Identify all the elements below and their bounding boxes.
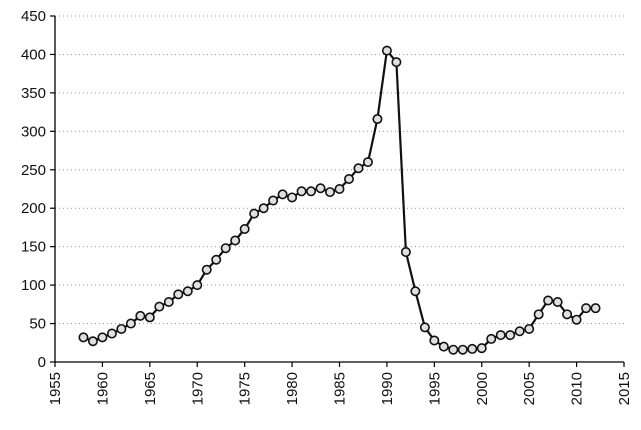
data-point (116, 323, 127, 334)
data-point (476, 343, 487, 354)
data-point (362, 157, 373, 168)
data-point (419, 322, 430, 333)
data-point (590, 303, 601, 314)
ticks: 0 50 100 150 200 250 300 350 400 450 1955 1960 1965 1… (21, 8, 633, 405)
data-point (230, 235, 241, 246)
data-point (486, 333, 497, 344)
y-tick-label: 200 (21, 200, 46, 217)
data-point (410, 286, 421, 297)
x-tick-label: 1975 (237, 372, 254, 405)
data-point (220, 243, 231, 254)
data-point (429, 335, 440, 346)
data-point (562, 309, 573, 320)
x-tick-label: 1960 (94, 372, 111, 405)
x-tick-label: 1995 (426, 372, 443, 405)
data-point (457, 344, 468, 355)
y-tick-label: 250 (21, 162, 46, 179)
data-point (400, 247, 411, 258)
data-point (334, 184, 345, 195)
data-point (211, 254, 222, 265)
data-point (78, 332, 89, 343)
data-point (296, 186, 307, 197)
data-point (438, 341, 449, 352)
x-tick-label: 1990 (379, 372, 396, 405)
x-tick-label: 2015 (616, 372, 633, 405)
data-point (135, 310, 146, 321)
data-point (581, 303, 592, 314)
data-point (571, 314, 582, 325)
data-point (543, 295, 554, 306)
y-tick-label: 450 (21, 8, 46, 25)
data-point (97, 332, 108, 343)
data-point (87, 336, 98, 347)
data-point (258, 203, 269, 214)
data-point (391, 57, 402, 68)
data-point (353, 163, 364, 174)
data-point (277, 189, 288, 200)
data-point (306, 186, 317, 197)
x-tick-label: 2005 (521, 372, 538, 405)
data-point (163, 297, 174, 308)
data-point (343, 174, 354, 185)
data-point (505, 330, 516, 341)
data-point (182, 286, 193, 297)
data-point (154, 301, 165, 312)
data-point (249, 208, 260, 219)
x-tick-label: 2010 (569, 372, 586, 405)
x-tick-label: 1965 (142, 372, 159, 405)
grid (55, 15, 624, 325)
data-point (325, 187, 336, 198)
x-tick-label: 1955 (47, 372, 64, 405)
data-point (144, 312, 155, 323)
y-tick-label: 100 (21, 277, 46, 294)
y-tick-label: 0 (38, 354, 46, 371)
data-point (372, 114, 383, 125)
data-point (106, 328, 117, 339)
x-tick-label: 1970 (189, 372, 206, 405)
data-point (467, 343, 478, 354)
data-point (173, 289, 184, 300)
data-point (201, 264, 212, 275)
x-tick-label: 1980 (284, 372, 301, 405)
data-point (125, 318, 136, 329)
y-tick-label: 150 (21, 239, 46, 256)
y-tick-label: 50 (29, 316, 46, 333)
data-point (381, 45, 392, 56)
data-point (192, 280, 203, 291)
x-tick-label: 2000 (474, 372, 491, 405)
data-point (514, 326, 525, 337)
series (78, 45, 601, 355)
data-point (495, 330, 506, 341)
y-tick-label: 350 (21, 85, 46, 102)
data-point (524, 323, 535, 334)
data-point (552, 297, 563, 308)
y-tick-label: 300 (21, 123, 46, 140)
y-tick-label: 400 (21, 46, 46, 63)
data-point (533, 309, 544, 320)
data-point (315, 183, 326, 194)
data-point (448, 344, 459, 355)
x-tick-label: 1985 (332, 372, 349, 405)
data-point (268, 195, 279, 206)
data-point (287, 192, 298, 203)
data-point (239, 223, 250, 234)
